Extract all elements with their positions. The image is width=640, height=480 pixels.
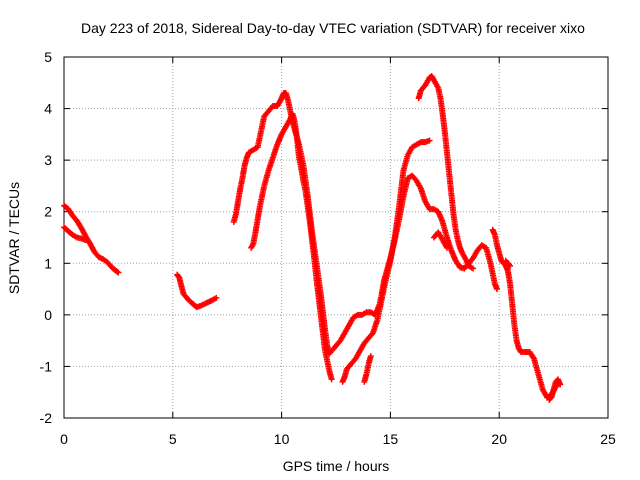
data-point xyxy=(213,294,220,301)
series-arc-f xyxy=(339,137,433,385)
series-arc-b xyxy=(61,224,89,244)
data-series xyxy=(61,73,564,403)
series-arc-h xyxy=(415,73,477,272)
data-point xyxy=(507,262,514,269)
x-axis-label: GPS time / hours xyxy=(283,458,390,474)
series-arc-c xyxy=(174,271,220,311)
y-tick-label: 3 xyxy=(44,152,52,168)
data-point xyxy=(505,261,512,268)
series-arc-d xyxy=(230,90,501,357)
x-tick-label: 10 xyxy=(274,431,290,447)
chart-title: Day 223 of 2018, Sidereal Day-to-day VTE… xyxy=(81,20,585,36)
series-arc-i xyxy=(430,229,450,251)
data-point xyxy=(470,265,477,272)
data-point xyxy=(367,353,374,360)
x-tick-label: 20 xyxy=(491,431,507,447)
series-arc-k xyxy=(502,257,514,269)
data-point xyxy=(443,244,450,251)
data-point xyxy=(328,376,335,383)
data-point xyxy=(557,381,564,388)
plot-frame xyxy=(63,56,609,419)
series-arc-e xyxy=(248,110,335,383)
data-point xyxy=(494,286,501,293)
data-point xyxy=(115,269,122,276)
x-tick-label: 5 xyxy=(169,431,177,447)
y-tick-label: 5 xyxy=(44,49,52,65)
series-arc-l xyxy=(546,376,564,403)
series-arc-a xyxy=(61,202,122,276)
data-point xyxy=(82,237,89,244)
grid-lines xyxy=(64,57,608,418)
x-tick-label: 0 xyxy=(60,431,68,447)
y-tick-label: 2 xyxy=(44,204,52,220)
y-axis-label: SDTVAR / TECUs xyxy=(6,182,22,294)
x-tick-label: 15 xyxy=(383,431,399,447)
series-arc-j xyxy=(489,226,564,401)
y-tick-label: -1 xyxy=(40,358,53,374)
series-arc-g xyxy=(361,353,374,385)
y-tick-label: -2 xyxy=(40,410,53,426)
y-tick-label: 4 xyxy=(44,101,52,117)
data-point xyxy=(114,268,121,275)
y-tick-label: 1 xyxy=(44,255,52,271)
data-point xyxy=(426,137,433,144)
y-tick-label: 0 xyxy=(44,307,52,323)
axis-ticks: 0 5 10 15 20 25 -2 -1 0 1 2 3 4 5 xyxy=(40,49,616,447)
x-tick-label: 25 xyxy=(600,431,616,447)
